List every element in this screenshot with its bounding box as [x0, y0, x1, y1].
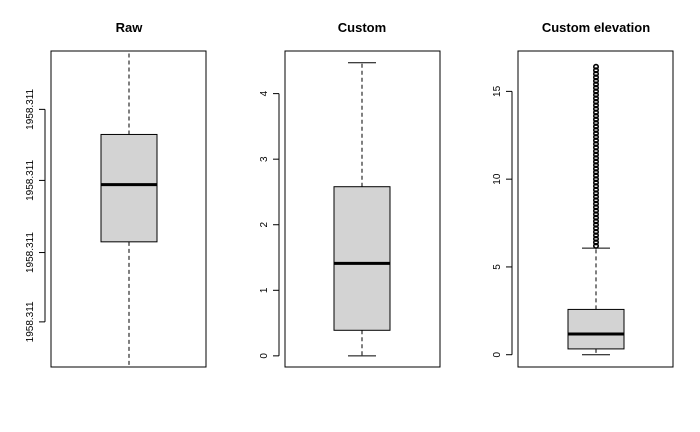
outlier-point — [592, 197, 599, 204]
y-tick-label: 3 — [259, 156, 270, 162]
outlier-point — [592, 165, 599, 172]
outlier-point — [592, 102, 599, 109]
y-tick-label: 1958.311 — [25, 232, 36, 273]
y-tick-label: 1958.311 — [25, 159, 36, 200]
outlier-point — [592, 183, 599, 190]
outlier-point — [592, 155, 599, 162]
outlier-point — [592, 151, 599, 158]
boxplot-panel-2: Custom 0 1 2 3 4 — [259, 20, 441, 368]
outlier-point — [592, 239, 599, 246]
outlier-point — [592, 74, 599, 81]
y-tick-label: 4 — [259, 90, 270, 96]
outlier-point — [592, 134, 599, 141]
y-tick-label: 15 — [492, 85, 503, 97]
outlier-point — [592, 207, 599, 214]
outlier-point — [592, 105, 599, 112]
outlier-point — [592, 77, 599, 84]
y-tick-label: 1958.311 — [25, 301, 36, 342]
plot-frame — [284, 50, 441, 368]
outlier-point — [592, 63, 599, 70]
outlier-point — [592, 242, 599, 249]
iqr-box — [333, 186, 391, 331]
outlier-point — [592, 211, 599, 218]
iqr-box — [100, 133, 158, 243]
outlier-point — [592, 221, 599, 228]
outlier-point — [592, 70, 599, 77]
outlier-point — [592, 67, 599, 74]
panel-title: Custom — [338, 20, 386, 35]
outlier-point — [592, 141, 599, 148]
outlier-point — [592, 88, 599, 95]
boxplot-panel-1: Raw 1958.311 1958.311 1958.311 1958.311 — [25, 20, 207, 368]
outlier-point — [592, 218, 599, 225]
outlier-point — [592, 91, 599, 98]
outlier-point — [592, 169, 599, 176]
outlier-point — [592, 137, 599, 144]
outlier-point — [592, 232, 599, 239]
outlier-point — [592, 204, 599, 211]
outlier-point — [592, 235, 599, 242]
outlier-point — [592, 193, 599, 200]
outlier-point — [592, 148, 599, 155]
outlier-point — [592, 214, 599, 221]
panel-title: Custom elevation — [542, 20, 650, 35]
outlier-point — [592, 95, 599, 102]
y-tick-label: 0 — [259, 353, 270, 359]
outlier-point — [592, 186, 599, 193]
outlier-point — [592, 127, 599, 134]
iqr-box — [567, 308, 625, 350]
y-tick-label: 0 — [492, 351, 503, 357]
outlier-point — [592, 84, 599, 91]
outlier-point — [592, 116, 599, 123]
outlier-point — [592, 81, 599, 88]
y-tick-label: 2 — [259, 222, 270, 228]
outlier-point — [592, 130, 599, 137]
outlier-point — [592, 123, 599, 130]
panel-title: Raw — [116, 20, 144, 35]
outlier-point — [592, 190, 599, 197]
outlier-point — [592, 172, 599, 179]
outlier-point — [592, 144, 599, 151]
outlier-point — [592, 176, 599, 183]
outlier-point — [592, 162, 599, 169]
y-tick-label: 10 — [492, 173, 503, 185]
outlier-point — [592, 119, 599, 126]
y-tick-label: 1958.311 — [25, 88, 36, 129]
outlier-point — [592, 98, 599, 105]
outlier-point — [592, 112, 599, 119]
outlier-point — [592, 225, 599, 232]
outlier-point — [592, 179, 599, 186]
outlier-point — [592, 109, 599, 116]
outlier-point — [592, 158, 599, 165]
boxplot-panel-3: Custom elevation 0 5 10 15 — [492, 20, 674, 368]
outlier-point — [592, 200, 599, 207]
outlier-point — [592, 228, 599, 235]
y-tick-label: 1 — [259, 287, 270, 293]
plot-frame — [517, 50, 674, 368]
y-tick-label: 5 — [492, 264, 503, 270]
